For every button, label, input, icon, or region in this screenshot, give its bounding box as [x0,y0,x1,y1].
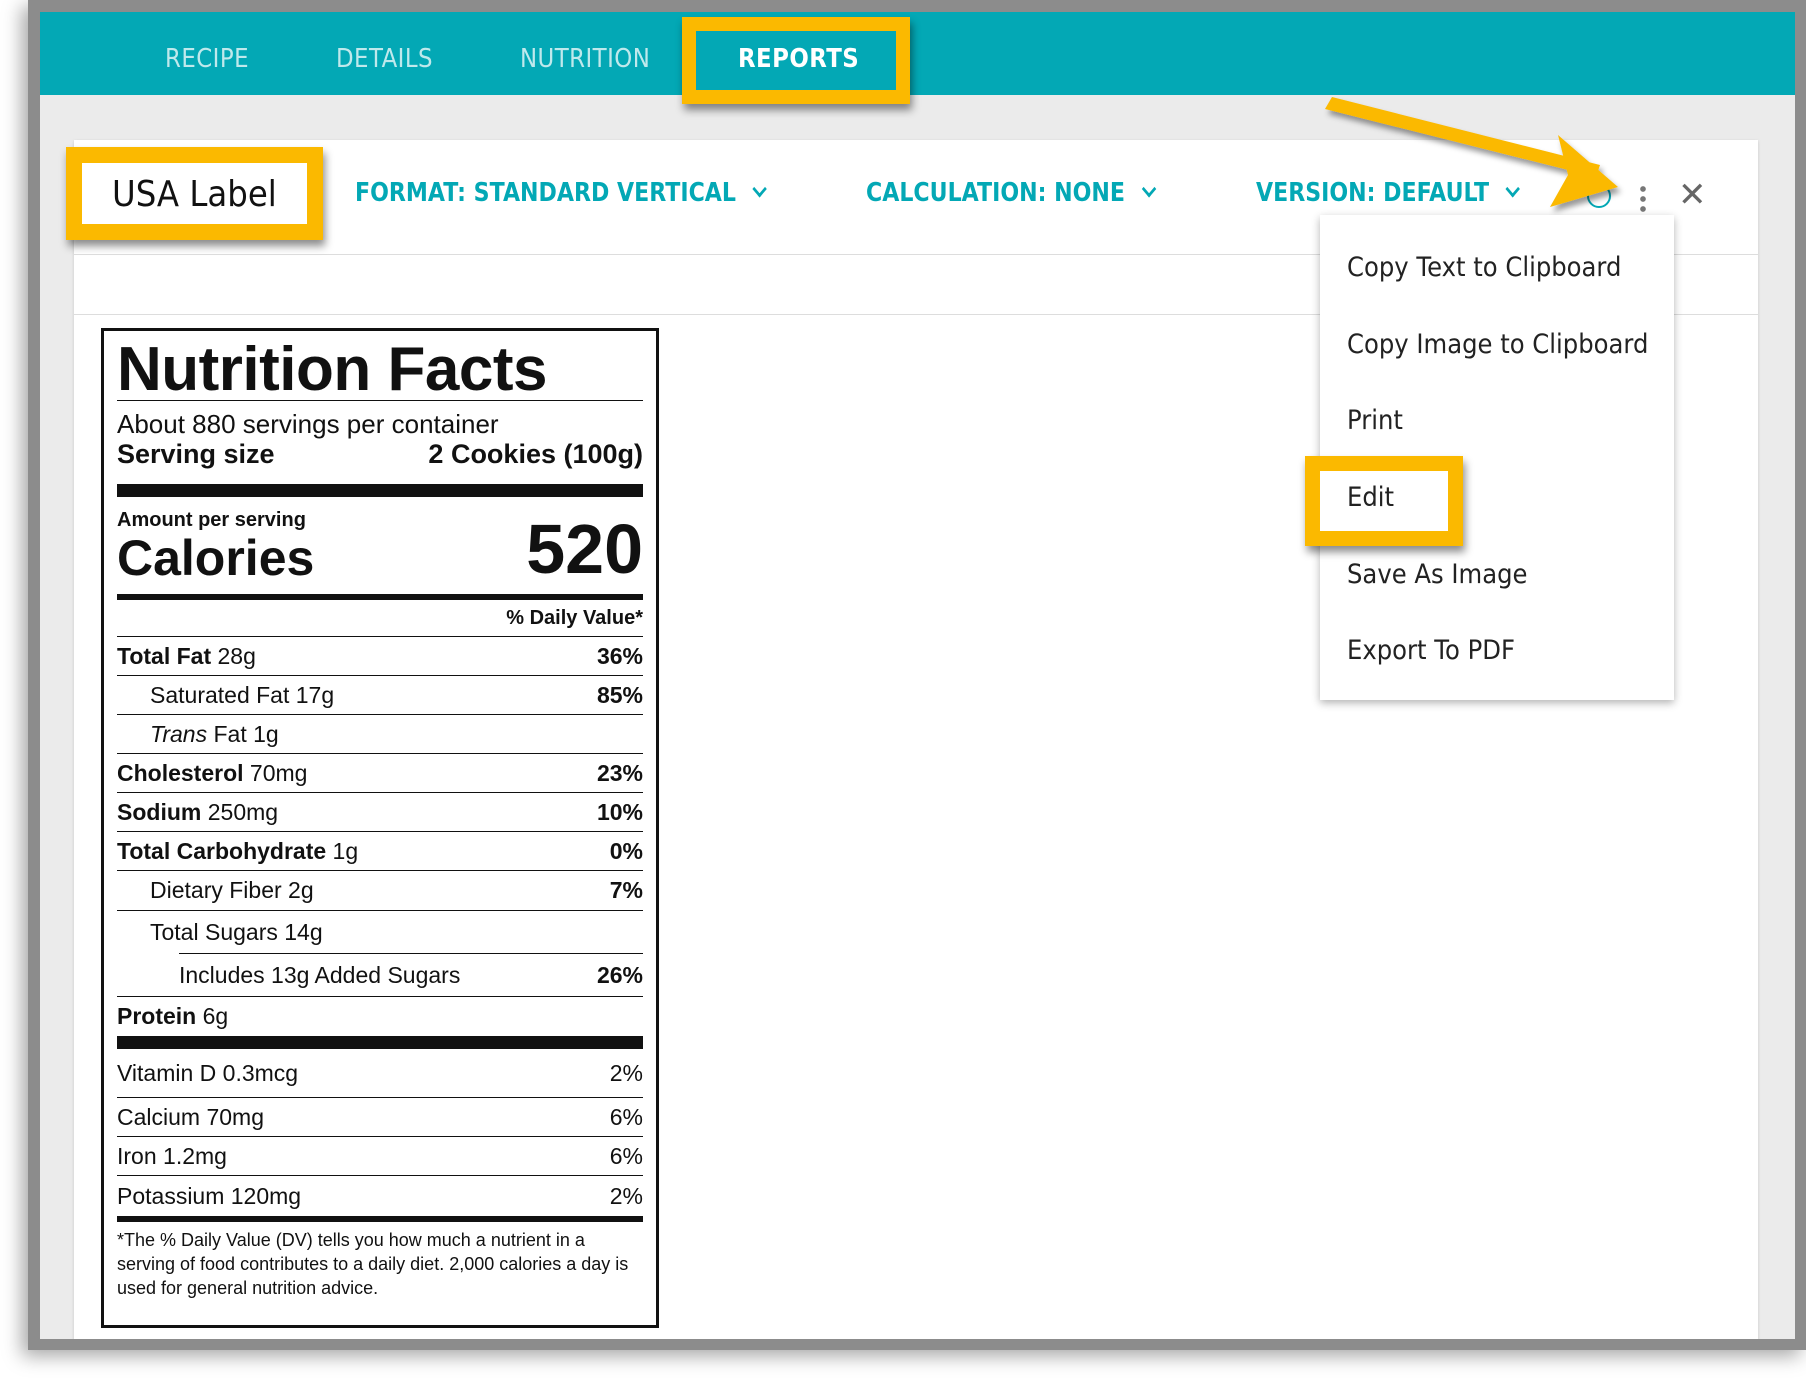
vitamin-row: Potassium 120mg 2% [117,1176,643,1216]
format-dropdown[interactable]: FORMAT: STANDARD VERTICAL [355,178,768,208]
divider-bar [117,484,643,497]
tab-nutrition[interactable]: NUTRITION [520,44,651,74]
nutrient-amount: 6g [202,1003,229,1029]
daily-value-header: % Daily Value* [506,606,643,629]
version-label: VERSION: DEFAULT [1256,178,1490,208]
calories-value: 520 [526,510,643,588]
menu-copy-text[interactable]: Copy Text to Clipboard [1347,252,1622,283]
nutrient-amount: 14g [284,918,323,945]
nutrient-name: Sodium [117,798,202,825]
serving-size-label: Serving size [117,438,275,469]
nutrient-row: Saturated Fat 17g 85% [117,676,643,715]
vitamin-dv: 2% [609,1059,643,1086]
chevron-down-icon [1141,180,1157,198]
chevron-down-icon [752,180,768,198]
tab-reports[interactable]: REPORTS [738,44,860,74]
report-title: USA Label [112,174,277,215]
calculation-label: CALCULATION: NONE [866,178,1126,208]
nutrient-name: Includes 13g Added Sugars [179,961,461,988]
vitamin-name: Calcium 70mg [117,1103,264,1130]
nutrient-row: Total Carbohydrate 1g 0% [117,832,643,871]
divider-bar [117,1036,643,1049]
nutrient-row: Cholesterol 70mg 23% [117,754,643,793]
nutrient-name: Dietary Fiber [150,877,282,903]
nutrient-amount: 1g [332,837,359,864]
divider-bar [117,1216,643,1222]
nutrient-name: Total Fat [117,642,212,669]
vitamin-row: Calcium 70mg 6% [117,1098,643,1137]
menu-print[interactable]: Print [1347,405,1403,436]
nutrient-dv: 36% [596,642,643,669]
highlight-reports [682,17,910,104]
nutrient-dv: 0% [609,837,643,864]
vitamin-row: Iron 1.2mg 6% [117,1137,643,1176]
label-title: Nutrition Facts [117,331,643,404]
vitamin-row: Vitamin D 0.3mcg 2% [117,1049,643,1098]
menu-export-pdf[interactable]: Export To PDF [1347,635,1515,666]
nutrient-dv: 10% [596,798,643,825]
tab-bar: RECIPE DETAILS NUTRITION REPORTS [40,12,1795,95]
nutrient-row: Total Sugars 14g [117,911,643,953]
nutrient-row: Protein 6g [117,997,643,1036]
version-dropdown[interactable]: VERSION: DEFAULT [1256,178,1521,208]
nutrient-row: Total Fat 28g 36% [117,637,643,676]
nutrient-name: Trans [150,720,208,747]
menu-copy-image[interactable]: Copy Image to Clipboard [1347,329,1649,360]
vitamin-dv: 6% [609,1142,643,1169]
vitamin-name: Iron 1.2mg [117,1142,227,1169]
nutrient-row: Includes 13g Added Sugars 26% [117,954,643,997]
nutrient-name: Total Carbohydrate [117,837,327,864]
nutrient-name: Protein [117,1003,197,1029]
close-icon[interactable]: ✕ [1678,175,1707,215]
nutrition-facts-label: Nutrition Facts About 880 servings per c… [101,328,659,1328]
nutrient-dv: 26% [596,961,643,988]
more-vert-icon[interactable] [1640,184,1646,212]
calculation-dropdown[interactable]: CALCULATION: NONE [866,178,1157,208]
nutrient-amount: 70mg [249,759,308,786]
servings-per-container: About 880 servings per container [117,409,499,439]
vitamin-name: Vitamin D 0.3mcg [117,1059,299,1086]
nutrient-amount: Fat 1g [213,720,279,747]
serving-size-value: 2 Cookies (100g) [428,438,643,469]
nutrient-name: Cholesterol [117,759,244,786]
nutrient-row: Dietary Fiber 2g 7% [117,871,643,911]
divider [74,254,1758,255]
vitamin-dv: 2% [609,1182,643,1209]
tab-recipe[interactable]: RECIPE [165,44,249,74]
menu-edit[interactable]: Edit [1347,482,1395,513]
highlight-title [66,147,323,240]
divider-bar [117,594,643,600]
format-label: FORMAT: STANDARD VERTICAL [355,178,736,208]
menu-save-image[interactable]: Save As Image [1347,559,1528,590]
footnote: *The % Daily Value (DV) tells you how mu… [117,1230,629,1298]
nutrient-amount: 28g [217,642,256,669]
calories-label: Calories [117,530,315,586]
nutrient-row: Sodium 250mg 10% [117,793,643,832]
nutrient-row: Trans Fat 1g [117,715,643,754]
vitamin-name: Potassium 120mg [117,1182,302,1209]
vitamin-dv: 6% [609,1103,643,1130]
nutrient-dv: 7% [609,877,643,903]
divider [74,314,1758,315]
tab-details[interactable]: DETAILS [336,44,434,74]
nutrient-amount: 17g [295,681,335,708]
nutrient-name: Total Sugars [150,918,278,945]
highlight-edit [1305,456,1463,546]
nutrient-amount: 250mg [207,798,279,825]
nutrient-dv: 23% [596,759,643,786]
arrow-annotation-icon [1325,97,1618,207]
nutrient-amount: 2g [288,877,314,903]
amount-per-serving: Amount per serving [117,509,306,531]
nutrient-dv: 85% [596,681,643,708]
nutrient-name: Saturated Fat [150,681,290,708]
